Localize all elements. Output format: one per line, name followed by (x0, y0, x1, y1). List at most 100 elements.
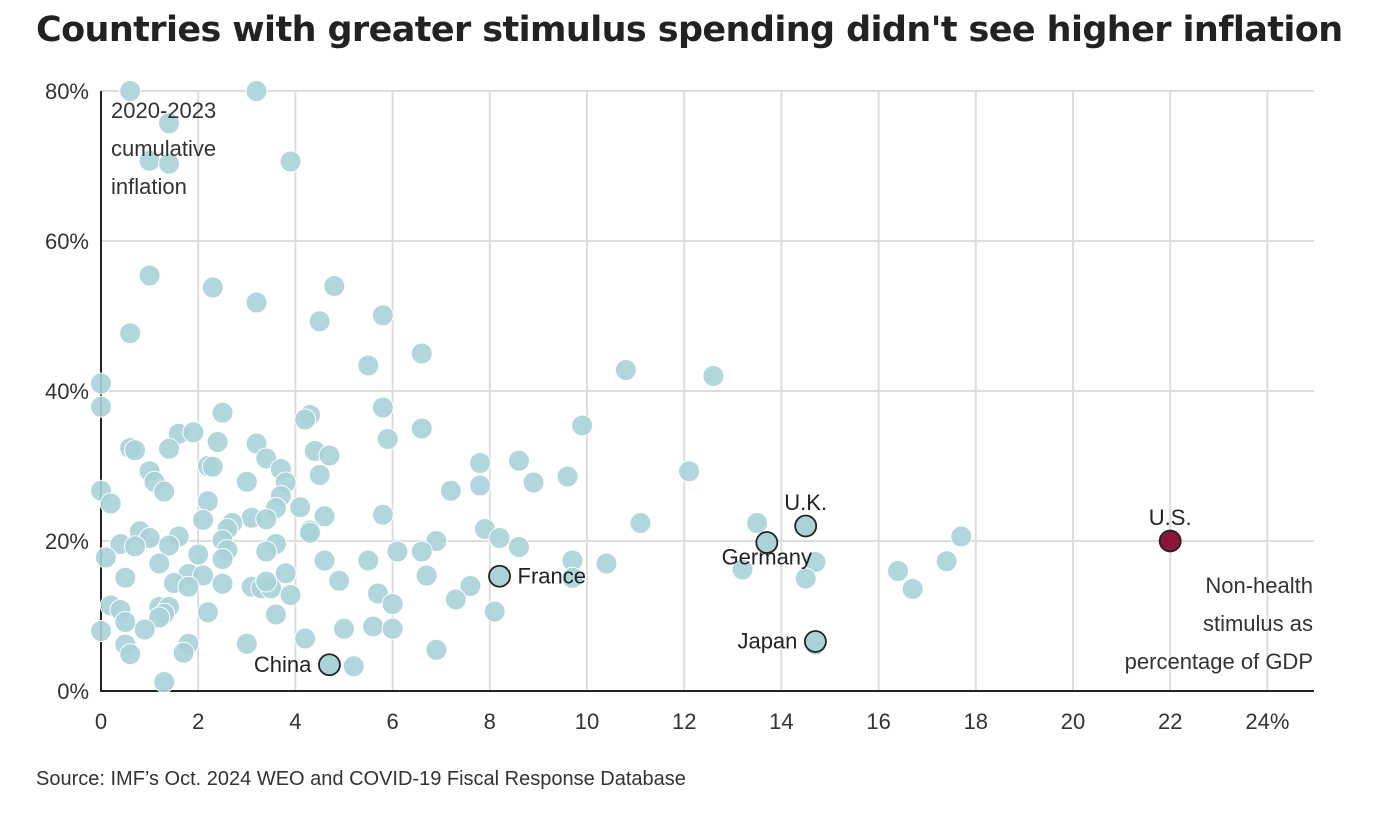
data-point (153, 480, 176, 503)
axis-annotations: 2020-2023 cumulative inflation Non-health st… (111, 98, 1313, 674)
y-axis-title-line: inflation (111, 174, 187, 199)
data-point (245, 291, 268, 314)
data-point (313, 549, 336, 572)
data-point (371, 503, 394, 526)
data-point (381, 593, 404, 615)
data-point (469, 452, 492, 474)
data-point (196, 601, 219, 624)
data-point (678, 460, 701, 483)
data-point (294, 408, 317, 431)
data-point (318, 444, 341, 467)
data-point (887, 560, 910, 582)
data-point (182, 421, 205, 444)
labeled-points: U.S. U.K. Germany France Japan China (254, 490, 1192, 677)
x-axis-title-line: Non-health (1205, 573, 1313, 598)
data-point (119, 643, 142, 666)
labeled-point (755, 531, 779, 554)
data-point (114, 611, 137, 633)
data-point (313, 505, 336, 528)
data-point (328, 569, 351, 592)
labeled-point (804, 630, 827, 653)
data-point (298, 521, 321, 544)
data-point (187, 543, 210, 566)
y-tick-label: 80% (45, 79, 89, 104)
data-point (153, 671, 176, 693)
x-tick-label: 24% (1245, 709, 1289, 734)
data-point (308, 310, 331, 333)
data-point (935, 550, 958, 573)
data-point (410, 342, 433, 365)
y-tick-label: 20% (45, 529, 89, 554)
data-point (556, 465, 579, 488)
data-point (255, 570, 278, 593)
labeled-point (1158, 529, 1182, 553)
chart-title: Countries with greater stimulus spending… (36, 10, 1343, 50)
data-point (507, 449, 530, 472)
x-tick-label: 2 (192, 709, 204, 734)
data-point (522, 471, 545, 494)
data-point (488, 527, 511, 549)
data-point (124, 535, 147, 558)
data-point (133, 618, 156, 641)
data-point (381, 617, 404, 640)
data-point (561, 566, 584, 589)
data-point (410, 540, 433, 563)
y-axis-title-line: cumulative (111, 136, 216, 161)
data-point (279, 584, 302, 606)
x-tick-label: 14 (769, 709, 793, 734)
x-tick-label: 10 (575, 709, 599, 734)
x-tick-label: 0 (95, 709, 107, 734)
point-label: China (254, 652, 312, 677)
labeled-point (318, 653, 341, 677)
y-tick-label: 60% (45, 229, 89, 254)
data-point (702, 365, 725, 387)
data-point (386, 540, 409, 563)
data-point (294, 627, 317, 650)
data-point (323, 275, 346, 297)
data-point (425, 638, 448, 661)
data-point (410, 417, 433, 440)
y-tick-label: 0% (57, 679, 89, 704)
grid-lines (101, 90, 1314, 691)
data-point (371, 396, 394, 419)
x-axis-title-line: percentage of GDP (1125, 649, 1313, 674)
data-point (192, 509, 215, 531)
data-point (99, 492, 122, 515)
data-point (196, 490, 219, 513)
data-point (158, 534, 181, 557)
data-point (201, 276, 224, 299)
data-point (507, 536, 530, 558)
data-point (211, 548, 234, 570)
data-point (235, 470, 258, 493)
data-point (357, 354, 380, 377)
data-point (289, 496, 312, 519)
data-point (264, 603, 287, 626)
data-point (614, 359, 637, 381)
data-point (279, 150, 302, 173)
data-point (119, 322, 142, 345)
x-tick-label: 8 (484, 709, 496, 734)
data-point (124, 439, 147, 462)
data-point (794, 567, 817, 590)
data-point (255, 508, 278, 531)
labeled-point (794, 514, 818, 538)
data-point (483, 600, 506, 623)
data-point (731, 558, 754, 581)
scatter-chart: 0% 20% 40% 60% 80% 0 2 4 6 8 10 12 14 16 18 20 22 24% U.S… (45, 79, 1314, 734)
data-point (950, 525, 973, 548)
point-label: France (518, 563, 586, 588)
x-tick-label: 6 (386, 709, 398, 734)
data-point (746, 512, 769, 534)
data-point (571, 414, 594, 437)
point-label: U.S. (1149, 505, 1192, 530)
data-point (177, 575, 200, 598)
data-point (90, 395, 112, 418)
data-point (172, 641, 195, 664)
data-point (376, 428, 399, 450)
data-point (274, 562, 297, 585)
data-point (158, 152, 181, 175)
tick-labels: 0% 20% 40% 60% 80% 0 2 4 6 8 10 12 14 16 18 20 22 24% (45, 79, 1289, 734)
data-point (192, 564, 215, 587)
y-tick-label: 40% (45, 379, 89, 404)
data-point (201, 455, 224, 478)
